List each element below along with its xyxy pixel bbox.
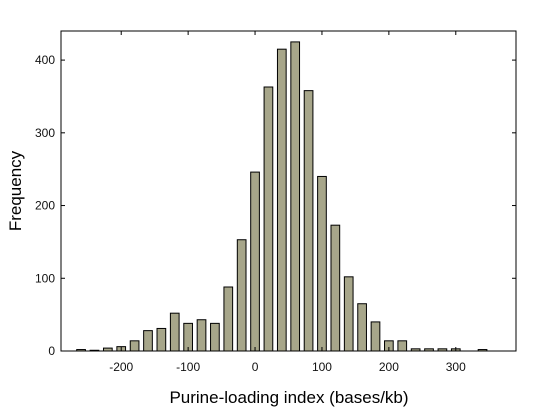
plot-area [60, 30, 517, 352]
x-tick-label: 100 [312, 360, 332, 374]
histogram-bar [129, 340, 140, 352]
y-tick-label: 400 [35, 53, 55, 67]
histogram-bar [437, 348, 448, 352]
histogram-bar [330, 224, 341, 352]
histogram-bar [183, 322, 193, 352]
x-axis-ticks: -200 -100 0 100 200 300 [109, 31, 466, 374]
histogram-bar [210, 322, 220, 352]
histogram-bar [102, 347, 113, 352]
histogram-bar [290, 41, 301, 352]
y-axis-label: Frequency [6, 150, 25, 231]
y-tick-label: 300 [35, 126, 55, 140]
histogram-bar [143, 330, 153, 352]
histogram-bar [76, 349, 86, 352]
y-tick-label: 0 [48, 344, 55, 358]
histogram-bar [236, 239, 247, 352]
y-axis-ticks: 0 100 200 300 400 [35, 53, 516, 358]
y-tick-label: 100 [35, 271, 55, 285]
x-axis-label: Purine-loading index (bases/kb) [169, 388, 408, 407]
histogram-bar [156, 327, 167, 352]
histogram-bar [343, 276, 354, 352]
histogram-bar [89, 349, 100, 352]
bars-group [76, 41, 488, 352]
y-tick-label: 200 [35, 199, 55, 213]
histogram-bar [357, 303, 367, 352]
histogram-bar [263, 86, 274, 352]
histogram-bar [223, 286, 234, 352]
histogram-bar [303, 90, 314, 352]
histogram-bar [370, 321, 381, 352]
histogram-bar [477, 349, 488, 352]
x-tick-label: 0 [252, 360, 259, 374]
x-tick-label: 200 [379, 360, 399, 374]
histogram-bar [397, 340, 408, 352]
histogram-bar [169, 312, 180, 352]
histogram-bar [276, 48, 287, 352]
x-tick-label: 300 [446, 360, 466, 374]
histogram-bar [424, 348, 434, 352]
x-tick-label: -200 [109, 360, 133, 374]
histogram-bar [317, 175, 327, 352]
x-tick-label: -100 [176, 360, 200, 374]
histogram-bar [196, 319, 207, 352]
histogram-bar [410, 348, 421, 352]
histogram-bar [250, 171, 260, 352]
